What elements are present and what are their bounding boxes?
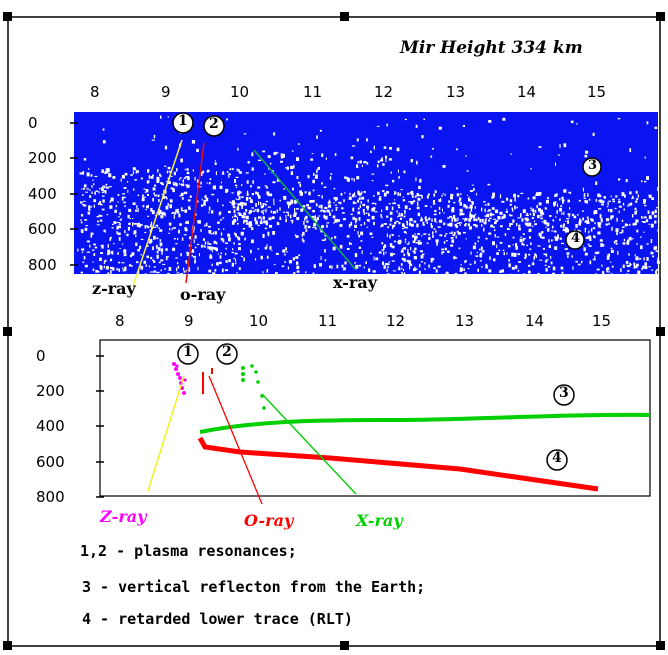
top-x-tick: 15 <box>587 83 607 101</box>
model-plot-frame <box>99 339 651 497</box>
bottom-x-tick: 10 <box>249 312 269 330</box>
bottom-o-ray-label: O-ray <box>244 511 294 530</box>
top-marker-3: 3 <box>588 158 598 173</box>
top-x-tick: 9 <box>161 83 171 101</box>
top-title: Mir Height 334 km <box>400 38 583 58</box>
top-z-ray-label: z-ray <box>92 279 136 298</box>
bottom-y-tick: 0 <box>36 347 46 365</box>
top-y-tick: 600 <box>28 220 57 238</box>
ionogram-background <box>74 112 658 274</box>
bottom-marker-3: 3 <box>559 385 569 401</box>
bottom-x-tick: 9 <box>184 312 194 330</box>
top-ionogram <box>70 112 660 287</box>
trace-3-vertical-reflection <box>199 412 651 434</box>
top-y-tick: 0 <box>28 114 38 132</box>
bottom-marker-2: 2 <box>222 344 232 360</box>
ionogram-speckles <box>77 115 660 277</box>
bottom-x-tick: 12 <box>386 312 406 330</box>
bottom-y-tick-marks <box>96 355 104 498</box>
bottom-x-tick: 8 <box>115 312 125 330</box>
top-o-ray-label: o-ray <box>180 285 226 304</box>
top-x-ray-label: x-ray <box>333 273 377 292</box>
top-x-tick: 11 <box>303 83 323 101</box>
bottom-o-ray-line <box>208 375 263 505</box>
marker-circles <box>172 112 602 471</box>
legend-line-1: 1,2 - plasma resonances; <box>80 542 297 560</box>
top-y-tick: 400 <box>28 185 57 203</box>
top-x-tick: 8 <box>90 83 100 101</box>
selection-handles <box>3 12 665 650</box>
top-x-ray-line <box>253 149 357 271</box>
bottom-y-tick: 600 <box>36 453 65 471</box>
bottom-x-tick: 15 <box>592 312 612 330</box>
o-ray-trace <box>202 368 213 394</box>
legend-line-2: 3 - vertical reflecton from the Earth; <box>82 578 426 596</box>
top-marker-1: 1 <box>178 113 188 129</box>
bottom-x-tick: 13 <box>455 312 475 330</box>
bottom-x-tick: 14 <box>525 312 545 330</box>
bottom-y-tick: 200 <box>36 382 65 400</box>
top-x-tick: 10 <box>230 83 250 101</box>
trace-4-rlt <box>197 436 599 492</box>
top-x-tick: 14 <box>517 83 537 101</box>
bottom-y-tick: 400 <box>36 417 65 435</box>
top-z-ray-line <box>132 139 183 287</box>
top-marker-2: 2 <box>209 116 219 132</box>
x-ray-trace <box>241 364 266 410</box>
top-x-tick: 12 <box>374 83 394 101</box>
bottom-x-ray-label: X-ray <box>356 511 403 530</box>
legend-line-3: 4 - retarded lower trace (RLT) <box>82 610 353 628</box>
top-y-tick: 800 <box>28 256 57 274</box>
bottom-marker-4: 4 <box>552 450 562 466</box>
bottom-z-ray-line <box>147 375 185 492</box>
bottom-x-ray-line <box>261 393 357 495</box>
top-marker-4: 4 <box>571 231 581 246</box>
bottom-x-tick: 11 <box>318 312 338 330</box>
bottom-marker-1: 1 <box>183 344 193 360</box>
top-y-tick-marks <box>70 122 78 266</box>
top-y-tick: 200 <box>28 149 57 167</box>
bottom-z-ray-label: Z-ray <box>100 507 147 526</box>
top-x-tick: 13 <box>446 83 466 101</box>
bottom-y-tick: 800 <box>36 488 65 506</box>
top-o-ray-line <box>185 142 205 284</box>
bottom-model-plot <box>96 339 651 505</box>
